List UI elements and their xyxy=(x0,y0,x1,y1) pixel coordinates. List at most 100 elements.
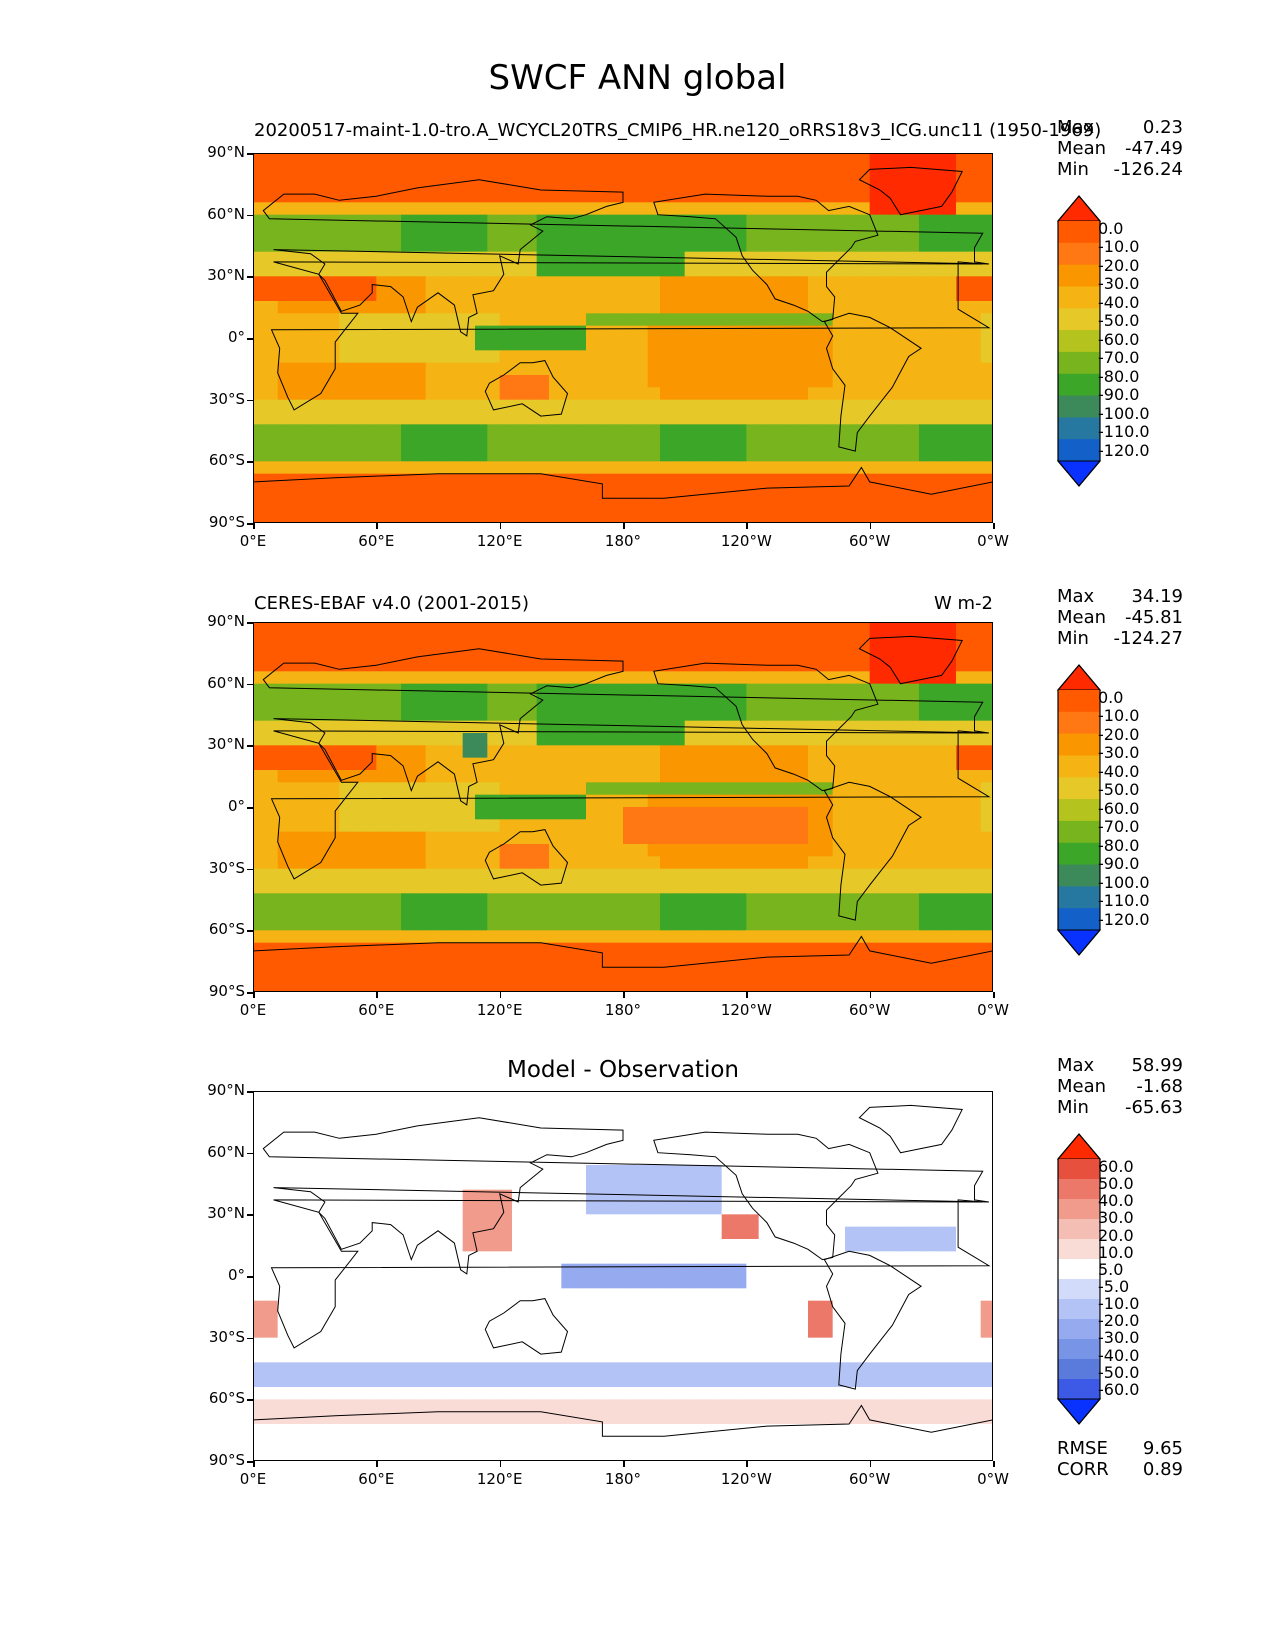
field-cell xyxy=(573,646,587,660)
field-cell xyxy=(783,510,797,523)
field-cell xyxy=(758,1263,772,1277)
field-cell xyxy=(623,1325,636,1339)
field-cell xyxy=(290,1337,303,1351)
field-cell xyxy=(327,745,340,759)
field-cell xyxy=(697,782,710,796)
field-cell xyxy=(795,1325,809,1339)
field-cell xyxy=(536,1128,550,1141)
field-cell xyxy=(388,844,402,857)
field-cell xyxy=(413,659,427,672)
field-cell xyxy=(364,276,377,290)
field-cell xyxy=(598,1350,612,1363)
field-cell xyxy=(845,918,858,931)
field-cell xyxy=(610,770,624,783)
field-cell xyxy=(364,646,377,660)
field-cell xyxy=(524,461,538,475)
field-cell xyxy=(820,473,834,487)
field-cell xyxy=(795,473,809,487)
field-cell xyxy=(401,844,414,857)
field-cell xyxy=(475,301,488,314)
field-cell xyxy=(425,1128,439,1141)
field-cell xyxy=(808,1337,821,1351)
field-cell xyxy=(660,918,673,931)
field-cell xyxy=(980,930,993,944)
field-cell xyxy=(709,338,723,351)
field-cell xyxy=(635,942,649,956)
field-cell xyxy=(906,720,920,734)
field-cell xyxy=(647,1276,661,1289)
field-cell xyxy=(413,708,427,722)
field-cell xyxy=(425,202,439,216)
field-cell xyxy=(290,979,303,992)
field-cell xyxy=(684,1226,698,1240)
field-cell xyxy=(845,375,858,388)
field-cell xyxy=(956,202,969,216)
field-cell xyxy=(845,794,858,808)
field-cell xyxy=(277,1165,291,1178)
field-cell xyxy=(265,264,279,277)
field-cell xyxy=(314,905,328,919)
field-cell xyxy=(795,622,809,635)
field-cell xyxy=(845,1288,858,1302)
field-cell xyxy=(795,276,809,290)
field-cell xyxy=(906,473,920,487)
field-cell xyxy=(623,1091,636,1104)
field-cell xyxy=(660,153,673,166)
field-cell xyxy=(808,1202,821,1215)
field-cell xyxy=(820,979,834,992)
field-cell xyxy=(351,622,365,635)
field-cell xyxy=(832,856,846,870)
field-cell xyxy=(401,338,414,351)
field-cell xyxy=(475,893,488,907)
field-cell xyxy=(413,733,427,746)
field-cell xyxy=(647,461,661,475)
field-cell xyxy=(820,214,834,228)
field-cell xyxy=(388,1350,402,1363)
field-cell xyxy=(314,622,328,635)
field-cell xyxy=(314,473,328,487)
field-cell xyxy=(623,634,636,648)
field-cell xyxy=(783,1202,797,1215)
field-cell xyxy=(808,338,821,351)
field-cell xyxy=(746,288,760,302)
field-cell xyxy=(697,930,710,944)
field-cell xyxy=(906,214,920,228)
field-cell xyxy=(956,412,969,425)
field-cell xyxy=(314,1128,328,1141)
field-cell xyxy=(314,424,328,438)
field-cell xyxy=(882,214,895,228)
field-cell xyxy=(857,251,871,265)
field-cell xyxy=(931,646,945,660)
stat-min-label: Min xyxy=(1057,159,1089,180)
field-cell xyxy=(623,1263,636,1277)
field-cell xyxy=(499,1165,513,1178)
field-cell xyxy=(376,1115,390,1129)
field-cell xyxy=(598,387,612,401)
field-cell xyxy=(376,276,390,290)
field-cell xyxy=(561,782,575,796)
field-cell xyxy=(795,1337,809,1351)
field-cell xyxy=(598,301,612,314)
field-cell xyxy=(364,239,377,253)
field-cell xyxy=(758,1226,772,1240)
field-cell xyxy=(598,1165,612,1178)
field-cell xyxy=(882,1288,895,1302)
field-cell xyxy=(610,683,624,697)
field-cell xyxy=(339,276,353,290)
field-cell xyxy=(339,288,353,302)
field-cell xyxy=(931,473,945,487)
field-cell xyxy=(771,868,784,882)
field-cell xyxy=(586,1276,599,1289)
field-cell xyxy=(425,659,439,672)
field-cell xyxy=(351,375,365,388)
field-cell xyxy=(647,955,661,968)
field-cell xyxy=(660,757,673,771)
field-cell xyxy=(684,214,698,228)
field-cell xyxy=(857,967,871,981)
field-cell xyxy=(376,1177,390,1191)
field-cell xyxy=(734,770,747,783)
field-cell xyxy=(623,659,636,672)
field-cell xyxy=(598,659,612,672)
field-cell xyxy=(660,424,673,438)
field-cell xyxy=(906,794,920,808)
